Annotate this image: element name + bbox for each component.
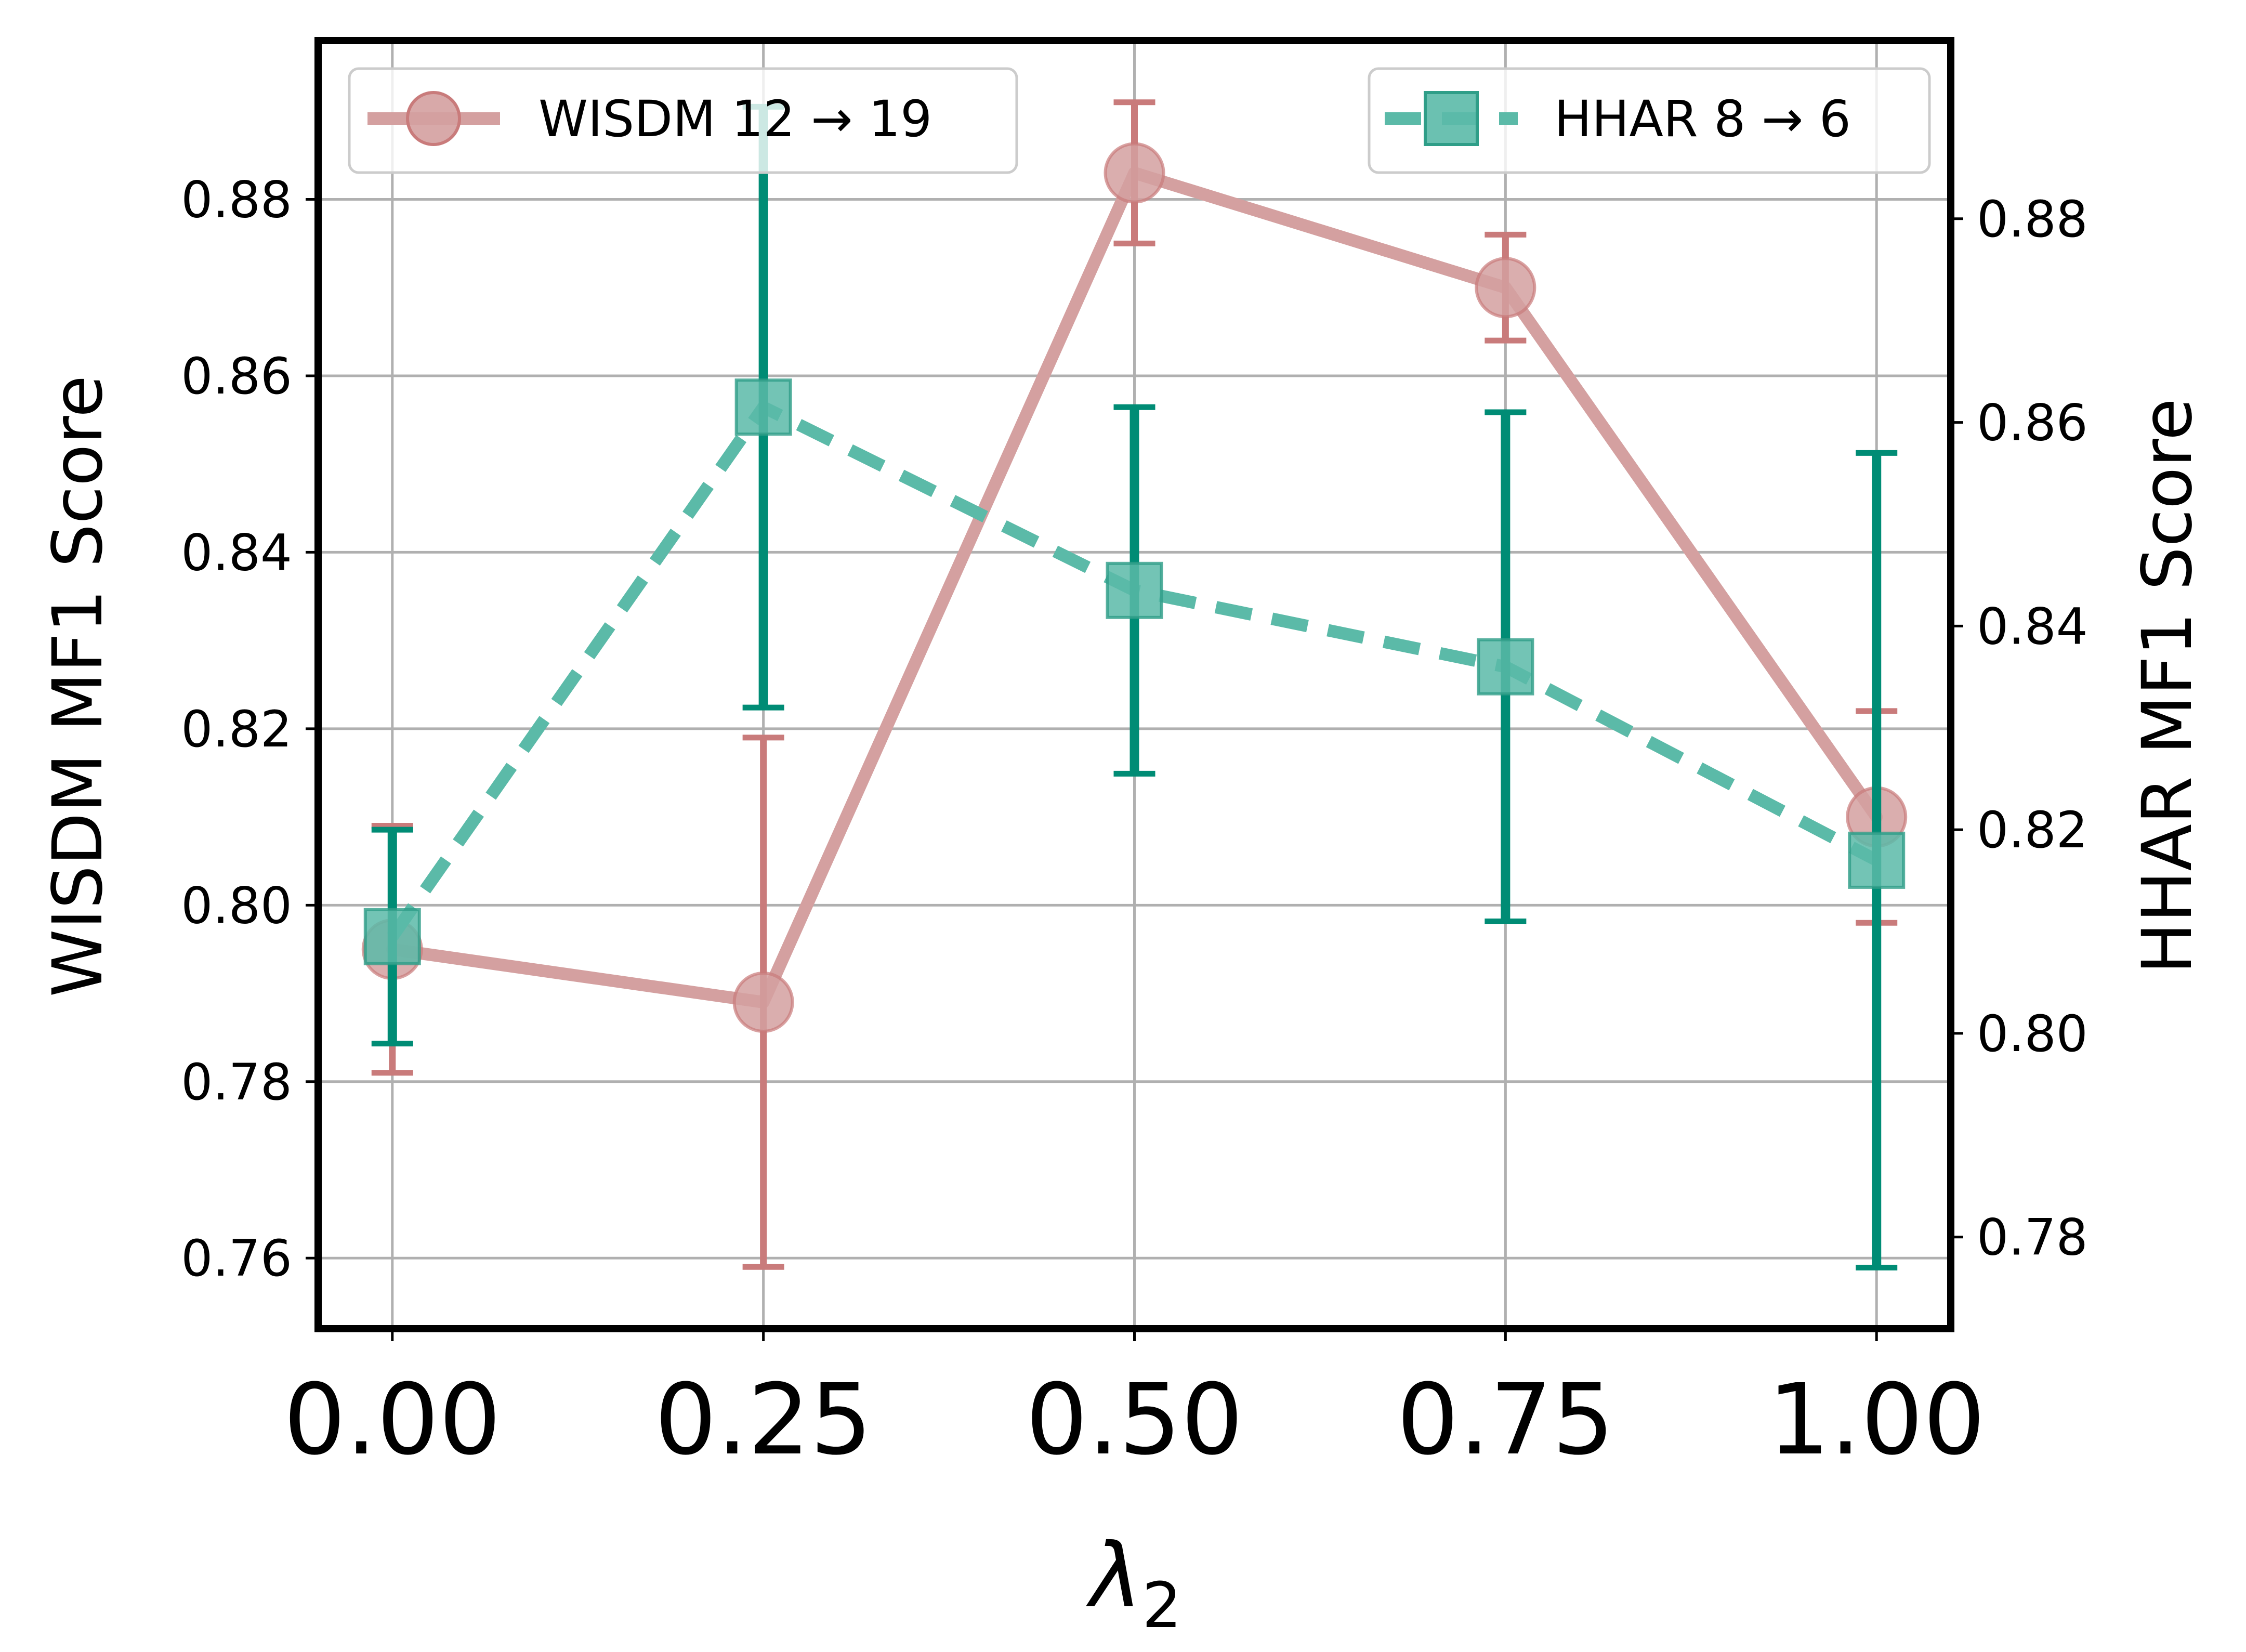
x-tick-label: 0.00 (283, 1363, 501, 1477)
data-point (1475, 257, 1536, 319)
axes: 0.00 0.25 0.50 0.75 1.00 0.76 0.78 0.80 0.82 0.84… (181, 171, 2088, 1477)
data-point (1106, 561, 1163, 619)
x-axis-title-subscript: 2 (1142, 1570, 1181, 1642)
data-point (1104, 142, 1165, 204)
legend-wisdm: WISDM 12 → 19 (348, 67, 1018, 174)
legend-hhar: HHAR 8 → 6 (1368, 67, 1931, 174)
legend-wisdm-marker (406, 91, 461, 146)
y-right-tick-label: 0.78 (1977, 1209, 2088, 1267)
data-point (734, 378, 792, 436)
legend-hhar-label: HHAR 8 → 6 (1554, 90, 1851, 148)
x-tick-label: 0.50 (1026, 1363, 1243, 1477)
y-left-tick-label: 0.84 (181, 523, 292, 582)
x-axis-title-main: λ (1086, 1525, 1142, 1628)
y-right-tick-label: 0.88 (1977, 190, 2088, 248)
y-left-tick-label: 0.88 (181, 171, 292, 229)
data-point (1848, 831, 1906, 889)
y-axis-title-right: HHAR MF1 Score (2127, 398, 2208, 974)
y-left-tick-label: 0.82 (181, 700, 292, 758)
data-point (1477, 638, 1534, 696)
y-right-tick-label: 0.86 (1977, 394, 2088, 452)
y-right-tick-label: 0.82 (1977, 801, 2088, 859)
data-point (732, 972, 794, 1033)
legend-hhar-box (1368, 67, 1931, 174)
series-layer (361, 99, 1908, 1270)
data-point (363, 908, 421, 965)
x-tick-label: 0.25 (654, 1363, 872, 1477)
x-tick-label: 1.00 (1768, 1363, 1986, 1477)
y-axis-title-left: WISDM MF1 Score (38, 375, 118, 997)
y-left-tick-label: 0.78 (181, 1053, 292, 1111)
y-left-tick-label: 0.86 (181, 347, 292, 405)
y-left-tick-label: 0.76 (181, 1229, 292, 1288)
y-left-tick-label: 0.80 (181, 876, 292, 935)
y-right-tick-label: 0.80 (1977, 1005, 2088, 1063)
legend-wisdm-label: WISDM 12 → 19 (538, 90, 932, 148)
legend-hhar-marker (1424, 91, 1479, 146)
series-hhar (363, 103, 1906, 1270)
y-right-tick-label: 0.84 (1977, 597, 2088, 655)
x-axis-title: λ2 (1086, 1525, 1182, 1642)
x-tick-label: 0.75 (1397, 1363, 1614, 1477)
legend-wisdm-box (348, 67, 1018, 174)
